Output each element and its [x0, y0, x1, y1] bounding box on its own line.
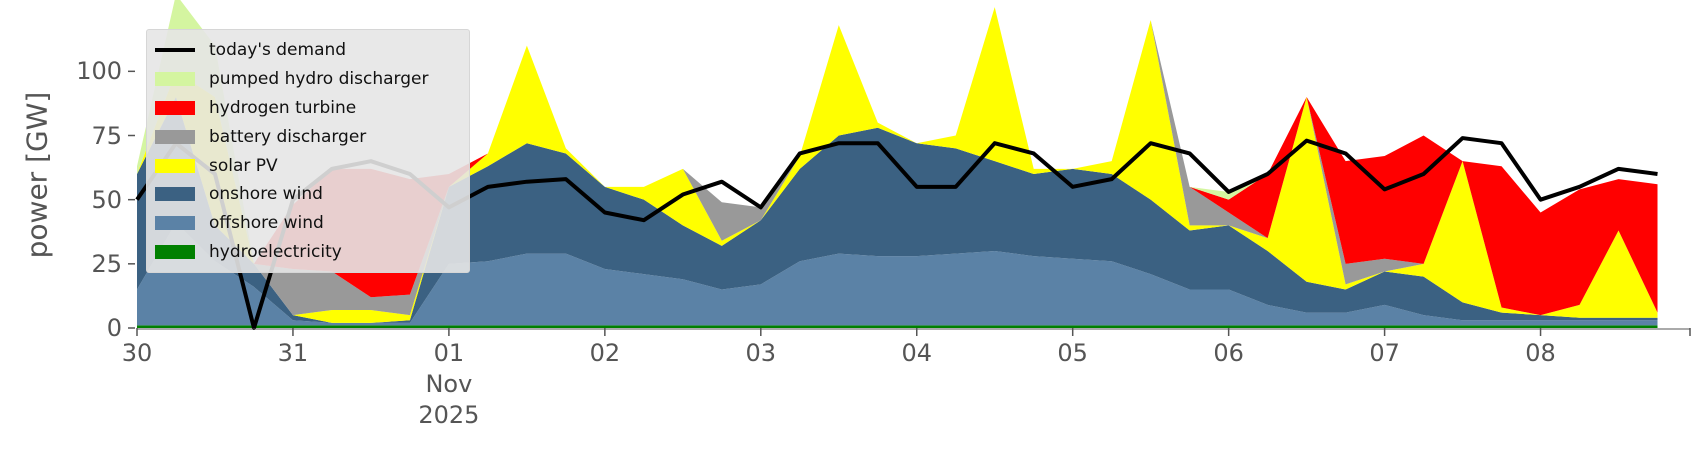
x-tick-label: 07 [1369, 339, 1400, 367]
legend-swatch [155, 129, 195, 144]
legend-label: offshore wind [209, 213, 324, 234]
legend-label: battery discharger [209, 126, 367, 147]
legend-swatch [155, 48, 195, 53]
area [137, 222, 1658, 326]
legend-item: pumped hydro discharger [147, 65, 469, 94]
legend-label: hydroelectricity [209, 241, 342, 262]
x-tick-label: 03 [745, 339, 777, 367]
x-tick-label: 01 Nov 2025 [418, 339, 480, 429]
legend-item: hydroelectricity [147, 238, 469, 267]
x-tick-label: 06 [1213, 339, 1244, 367]
y-tick-label: 25 [91, 249, 122, 278]
legend-swatch [155, 72, 195, 87]
area [137, 7, 1658, 323]
legend-label: pumped hydro discharger [209, 69, 429, 90]
legend-swatch [155, 100, 195, 115]
area [137, 7, 1658, 316]
x-tick-label: 30 [121, 339, 153, 367]
y-tick-label: 100 [76, 57, 122, 86]
x-tick-label: 08 [1525, 339, 1556, 367]
legend-label: today's demand [209, 40, 347, 61]
y-tick-label: 0 [106, 314, 122, 342]
y-axis-label: power [GW] [20, 91, 54, 259]
y-tick-label: 75 [91, 121, 122, 150]
x-tick-label: 02 [589, 339, 621, 367]
legend-item: hydrogen turbine [147, 94, 469, 123]
legend-label: hydrogen turbine [209, 97, 357, 118]
x-tick-label: 31 [277, 339, 309, 367]
legend-swatch [155, 187, 195, 202]
legend-swatch [155, 216, 195, 231]
x-tick-label: 04 [901, 339, 932, 367]
legend-swatch [155, 244, 195, 259]
area [137, 97, 1658, 323]
area [137, 325, 1658, 328]
legend-label: onshore wind [209, 184, 323, 205]
legend-item: onshore wind [147, 180, 469, 209]
legend-item: today's demand [147, 36, 469, 65]
y-tick-label: 50 [91, 185, 122, 214]
legend-item: battery discharger [147, 122, 469, 151]
legend-item: solar PV [147, 151, 469, 180]
legend-label: solar PV [209, 155, 278, 176]
legend-item: offshore wind [147, 209, 469, 238]
legend-swatch [155, 158, 195, 173]
x-tick-label: 05 [1057, 339, 1088, 367]
legend: today's demand pumped hydro discharger hyd… [146, 29, 470, 274]
